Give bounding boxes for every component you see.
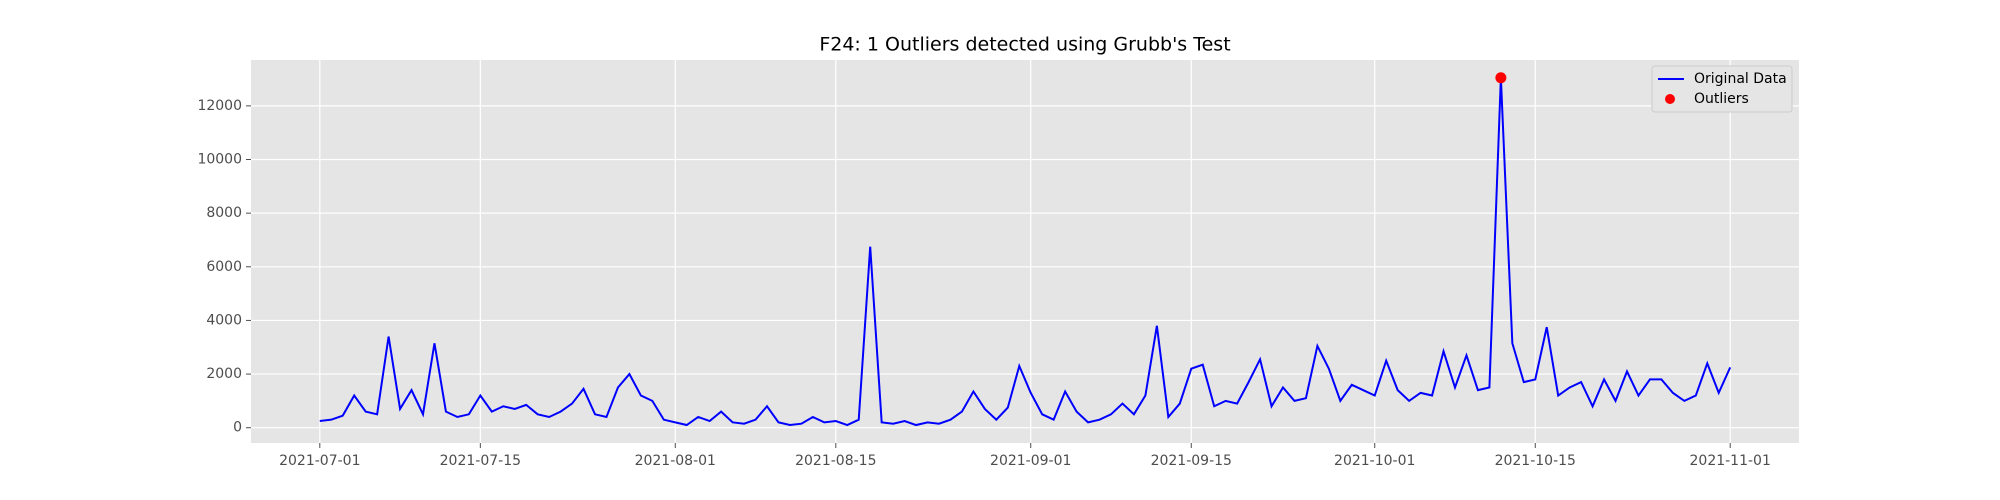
y-tick-label: 8000 [206, 205, 242, 221]
legend-label: Outliers [1694, 91, 1749, 107]
legend-box [1651, 65, 1793, 113]
x-tick-label: 2021-10-01 [1334, 453, 1415, 469]
y-tick-label: 2000 [206, 366, 242, 382]
x-tick-label: 2021-11-01 [1690, 453, 1771, 469]
y-tick-label: 0 [233, 420, 242, 436]
legend-label: Original Data [1694, 71, 1787, 87]
data-line [319, 77, 1732, 427]
outlier-point [1495, 72, 1507, 84]
x-tick-label: 2021-09-15 [1151, 453, 1232, 469]
x-tick-label: 2021-07-01 [279, 453, 360, 469]
x-tick-label: 2021-08-01 [635, 453, 716, 469]
x-tick-label: 2021-09-01 [990, 453, 1071, 469]
plot-area [251, 60, 1799, 443]
y-tick-label: 4000 [206, 312, 242, 328]
x-tick-label: 2021-10-15 [1495, 453, 1576, 469]
y-tick-label: 6000 [206, 259, 242, 275]
y-tick-label: 10000 [197, 152, 242, 168]
y-tick-label: 12000 [197, 98, 242, 114]
legend-marker [1665, 94, 1675, 104]
chart-title: F24: 1 Outliers detected using Grubb's T… [819, 34, 1230, 56]
x-tick-label: 2021-07-15 [440, 453, 521, 469]
x-tick-label: 2021-08-15 [795, 453, 876, 469]
